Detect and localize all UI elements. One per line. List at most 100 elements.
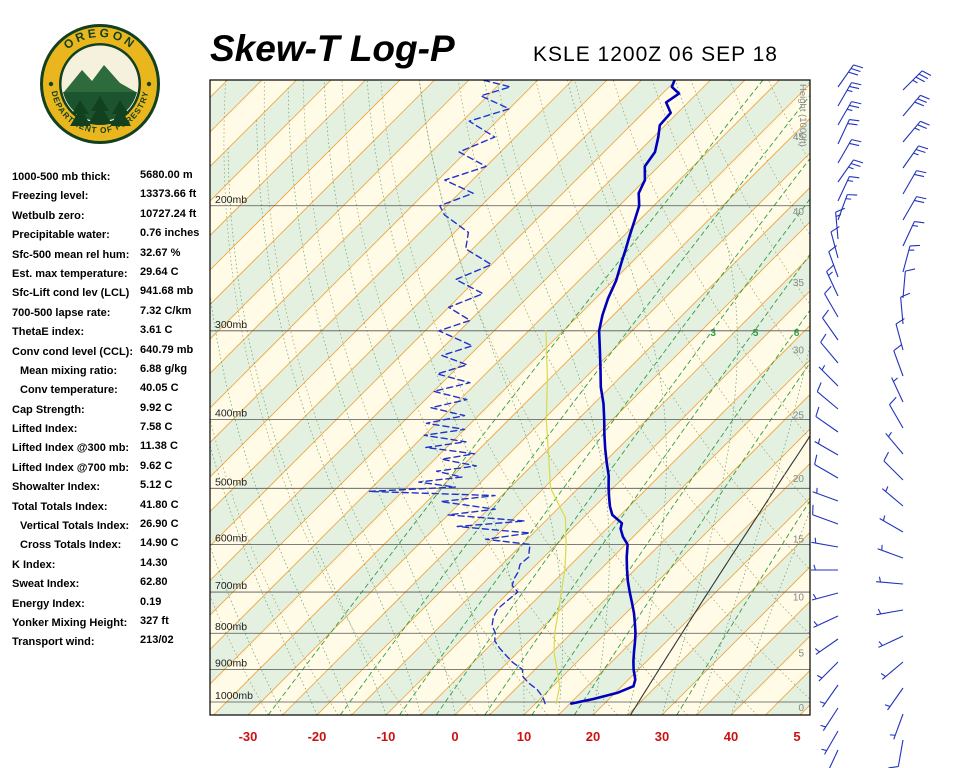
chart-border [209, 79, 811, 716]
page-title: Skew-T Log-P [210, 28, 455, 69]
index-label: Sfc-500 mean rel hum: [12, 248, 130, 261]
wind-barb [880, 661, 904, 680]
wind-barb [893, 344, 904, 377]
index-value: 7.58 C [140, 421, 173, 434]
wind-barb [828, 245, 839, 278]
mixing-ratio-line [435, 198, 810, 715]
height-tick-label: 35 [793, 278, 805, 289]
wind-barb [902, 268, 916, 299]
mixing-ratio-label: 3 [710, 328, 716, 339]
index-value: 941.68 mb [140, 285, 194, 298]
dry-adiabat [210, 417, 339, 715]
height-tick-label: 40 [793, 207, 805, 218]
index-row: Wetbulb zero: 10727.24 ft [12, 205, 214, 224]
pressure-label: 1000mb [215, 690, 253, 702]
index-row: Lifted Index @700 mb: 9.62 C [12, 457, 214, 476]
index-label: ThetaE index: [12, 326, 85, 339]
index-row: Freezing level: 13373.66 ft [12, 185, 214, 204]
logo-dot-right [146, 81, 152, 87]
temp-tick-label: 20 [586, 729, 600, 744]
index-value: 327 ft [140, 614, 169, 627]
index-row: Conv temperature: 40.05 C [12, 379, 214, 398]
index-value: 7.32 C/km [140, 304, 192, 317]
height-tick-label: 0 [798, 703, 804, 714]
wind-barb [883, 451, 904, 481]
index-label: 1000-500 mb thick: [12, 171, 111, 183]
wind-barb [828, 749, 839, 768]
index-row: 1000-500 mb thick: 5680.00 m [12, 166, 214, 185]
index-label: Vertical Totals Index: [20, 520, 130, 533]
wind-barb [900, 292, 911, 325]
index-value: 10727.24 ft [140, 207, 197, 220]
index-row: Mean mixing ratio: 6.88 g/kg [12, 360, 214, 379]
index-value: 40.05 C [140, 382, 179, 395]
moist-adiabat [227, 146, 387, 715]
height-tick-label: 25 [793, 411, 805, 422]
index-value: 41.80 C [140, 498, 179, 511]
index-row: Est. max temperature: 29.64 C [12, 263, 214, 282]
index-label: Sfc-Lift cond lev (LCL) [12, 287, 130, 300]
index-label: Sweat Index: [12, 578, 80, 591]
index-row: Precipitable water: 0.76 inches [12, 224, 214, 243]
index-label: Freezing level: [12, 190, 89, 203]
index-row: 700-500 lapse rate: 7.32 C/km [12, 302, 214, 321]
moist-adiabat [287, 85, 456, 715]
index-row: Sfc-Lift cond lev (LCL) 941.68 mb [12, 282, 214, 301]
wind-barb [891, 377, 904, 403]
index-row: Showalter Index: 5.12 C [12, 476, 214, 495]
index-value: 213/02 [140, 634, 174, 647]
logo-trees [70, 96, 131, 126]
wind-barb [902, 170, 927, 195]
index-row: Cap Strength: 9.92 C [12, 399, 214, 418]
axis-labels-layer: 200mb 300mb 400mb 500mb 600mb 700mb 800mb 900mb… [215, 132, 804, 744]
index-row: Sweat Index: 62.80 [12, 573, 214, 592]
index-value: 29.64 C [140, 265, 179, 278]
wind-barb [813, 615, 839, 628]
height-tick-label: 20 [793, 474, 805, 485]
height-tick-label: 45 [793, 132, 805, 143]
moist-adiabat [566, 80, 667, 715]
wind-barb [837, 159, 864, 183]
index-value: 9.62 C [140, 459, 173, 472]
wind-barb [889, 713, 904, 740]
index-row: Vertical Totals Index: 26.90 C [12, 515, 214, 534]
index-label: Conv temperature: [20, 384, 118, 397]
wind-barb [811, 592, 839, 601]
logo-dot-left [48, 81, 54, 87]
wind-barb [812, 487, 839, 502]
wind-barb [837, 101, 862, 126]
index-value: 62.80 [140, 576, 168, 589]
temp-tick-label: 30 [655, 729, 669, 744]
wind-barb [902, 244, 920, 273]
pressure-label: 300mb [215, 319, 247, 331]
mixing-ratio-line [676, 499, 810, 715]
wind-barb [902, 94, 930, 117]
index-value: 14.30 [140, 556, 168, 569]
wind-barb [879, 515, 904, 533]
mixing-ratio-line [531, 309, 810, 715]
index-row: Transport wind: 213/02 [12, 631, 214, 650]
index-row: Lifted Index: 7.58 C [12, 418, 214, 437]
wind-barb [817, 661, 839, 682]
reference-line [630, 435, 810, 715]
temp-tick-label: 10 [517, 729, 531, 744]
wind-barb [815, 406, 839, 433]
wind-barb [837, 118, 860, 145]
dry-adiabat [924, 80, 960, 715]
height-tick-label: 15 [793, 534, 805, 545]
index-value: 13373.66 ft [140, 188, 197, 201]
temp-tick-label: -30 [239, 729, 258, 744]
moist-adiabat [696, 80, 810, 715]
index-label: Mean mixing ratio: [20, 364, 118, 377]
wind-barb [818, 365, 839, 387]
index-value: 3.61 C [140, 324, 173, 337]
wind-barb [902, 220, 925, 247]
dry-adiabat [302, 80, 548, 715]
index-label: Energy Index: [12, 597, 85, 610]
wind-barb [814, 454, 839, 479]
moist-adiabat [483, 80, 610, 715]
index-row: Yonker Mixing Height: 327 ft [12, 612, 214, 631]
index-row: ThetaE index: 3.61 C [12, 321, 214, 340]
wind-barb [837, 64, 864, 88]
